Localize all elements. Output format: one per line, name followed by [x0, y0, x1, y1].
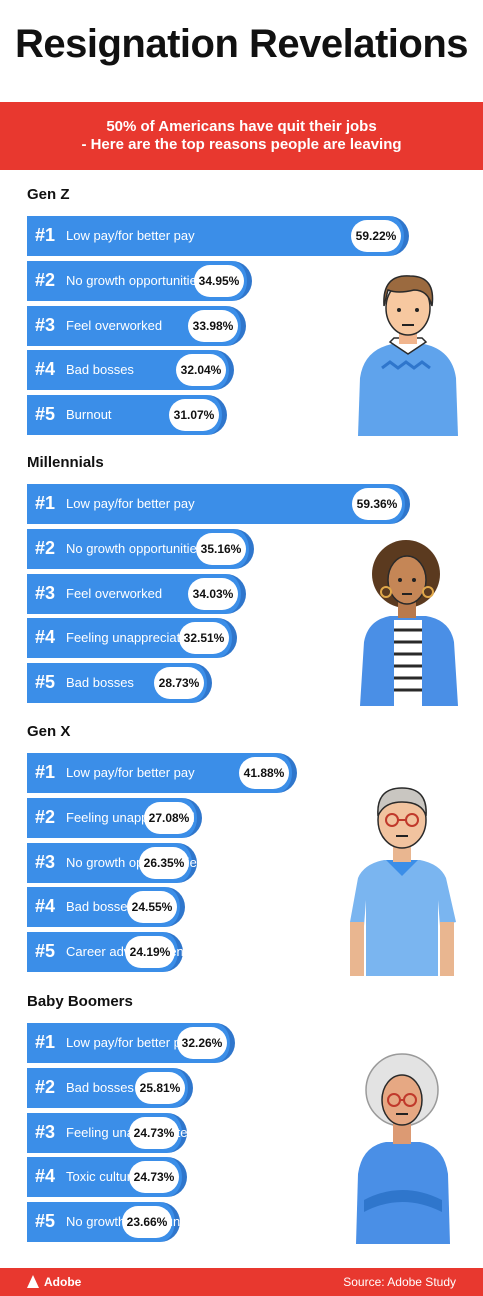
gen-z-person-illustration — [358, 275, 458, 436]
bar: #4 Toxic culture 24.73% — [27, 1157, 187, 1198]
bar-value-label: 31.07% — [169, 399, 219, 432]
bar-rank: #5 — [35, 672, 56, 693]
bar-value-label: 26.35% — [139, 846, 189, 879]
bar-rank: #1 — [35, 225, 56, 245]
subtitle-banner: 50% of Americans have quit their jobs - … — [0, 102, 483, 170]
bar-label: No growth opportunities — [66, 540, 204, 556]
bar-value-label: 33.98% — [188, 309, 238, 342]
bar-rank: #4 — [35, 896, 56, 917]
bar-value-label: 24.73% — [129, 1116, 179, 1149]
bar-label: Bad bosses — [66, 675, 134, 691]
bar-rank: #1 — [35, 493, 56, 513]
bar-rank: #5 — [35, 941, 56, 962]
banner-line-1: 50% of Americans have quit their jobs — [106, 118, 377, 135]
bar-rank: #1 — [35, 1032, 56, 1052]
bar-label: Low pay/for better pay — [66, 765, 195, 780]
footer-bar: Adobe Source: Adobe Study — [0, 1268, 483, 1296]
bar-rank: #5 — [35, 1211, 56, 1232]
adobe-logo-icon — [27, 1275, 39, 1288]
bar-value-label: 34.03% — [188, 577, 238, 610]
bar-rank: #1 — [35, 762, 56, 782]
bar: #2 No growth opportunities 35.16% — [27, 528, 254, 569]
bar-value-label: 28.73% — [154, 667, 204, 700]
bar-value-label: 23.66% — [122, 1206, 172, 1239]
section-title: Baby Boomers — [27, 993, 133, 1010]
page-title: Resignation Revelations — [14, 22, 469, 66]
bar-rank: #2 — [35, 1076, 56, 1097]
bar-rank: #2 — [35, 537, 56, 558]
bar: #5No growth opportunities23.66% — [27, 1202, 203, 1243]
bar-value-label: 25.81% — [135, 1071, 185, 1104]
bar-value-label: 27.08% — [144, 801, 194, 834]
bar-label: Feel overworked — [66, 317, 163, 333]
footer-brand: Adobe — [44, 1275, 82, 1289]
bar: #4 Bad bosses 32.04% — [27, 350, 234, 391]
bar-label: Feeling unappreciated — [66, 630, 195, 646]
bar-label: Toxic culture — [66, 1169, 139, 1185]
bar-label: Low pay/for better pay — [66, 228, 195, 243]
bar-value-label: 35.16% — [196, 532, 246, 565]
millennial-person-illustration — [360, 540, 458, 706]
bar-rank: #5 — [35, 404, 56, 425]
bar-value-label: 24.19% — [125, 936, 175, 969]
banner-line-2: - Here are the top reasons people are le… — [81, 136, 402, 153]
bar-value-label: 32.51% — [179, 622, 229, 655]
footer-source: Source: Adobe Study — [343, 1275, 456, 1289]
bar-label: Bad bosses — [66, 1079, 134, 1095]
bar-value-label: 59.36% — [352, 488, 402, 520]
bar-rank: #3 — [35, 314, 56, 335]
bar-rank: #2 — [35, 806, 56, 827]
bar-label: No growth opportunities — [66, 272, 204, 288]
bar-rank: #3 — [35, 582, 56, 603]
bar-rank: #4 — [35, 627, 56, 648]
bar-label: Bad bosses — [66, 362, 134, 378]
bar: #1 Low pay/for better pay 32.26% — [27, 1023, 235, 1063]
bar-value-label: 41.88% — [239, 757, 289, 789]
bar: #2 No growth opportunities 34.95% — [27, 260, 252, 301]
bar: #3 No growth opportunities 26.35% — [27, 842, 203, 883]
bar-value-label: 24.73% — [129, 1161, 179, 1194]
bar: #3 Feel overworked 34.03% — [27, 573, 246, 614]
bar-label: Burnout — [66, 407, 112, 423]
baby-boomer-person-illustration — [356, 1053, 450, 1244]
bar-rank: #3 — [35, 1121, 56, 1142]
bar: #1 Low pay/for better pay 41.88% — [27, 753, 297, 793]
gen-x-person-illustration — [350, 787, 456, 976]
section-title: Gen X — [27, 723, 71, 740]
bar: #5 Bad bosses 28.73% — [27, 663, 212, 704]
bar-value-label: 24.55% — [127, 891, 177, 924]
bar-rank: #3 — [35, 851, 56, 872]
bar: #1 Low pay/for better pay 59.22% — [27, 216, 409, 256]
bar-rank: #4 — [35, 1166, 56, 1187]
bar: #3 Feel overworked 33.98% — [27, 305, 246, 346]
bar-value-label: 32.26% — [177, 1027, 227, 1059]
bar: #2 Feeling unappreciated 27.08% — [27, 797, 202, 838]
bar-value-label: 32.04% — [176, 354, 226, 387]
bar: #4 Bad bosses 24.55% — [27, 887, 185, 928]
bar-label: Feel overworked — [66, 585, 163, 601]
bar: #4 Feeling unappreciated 32.51% — [27, 618, 237, 659]
bar-label: Low pay/for better pay — [66, 496, 195, 511]
bar-label: Bad bosses — [66, 899, 134, 915]
bar: #5 Burnout 31.07% — [27, 395, 227, 436]
bar: #2 Bad bosses 25.81% — [27, 1067, 193, 1108]
section-title: Millennials — [27, 454, 104, 471]
bar: #1 Low pay/for better pay 59.36% — [27, 484, 410, 524]
section-title: Gen Z — [27, 186, 70, 203]
bar-rank: #4 — [35, 359, 56, 380]
bar-value-label: 34.95% — [194, 264, 244, 297]
bar-label: Low pay/for better pay — [66, 1035, 195, 1050]
bar-rank: #2 — [35, 269, 56, 290]
bar-value-label: 59.22% — [351, 220, 401, 252]
